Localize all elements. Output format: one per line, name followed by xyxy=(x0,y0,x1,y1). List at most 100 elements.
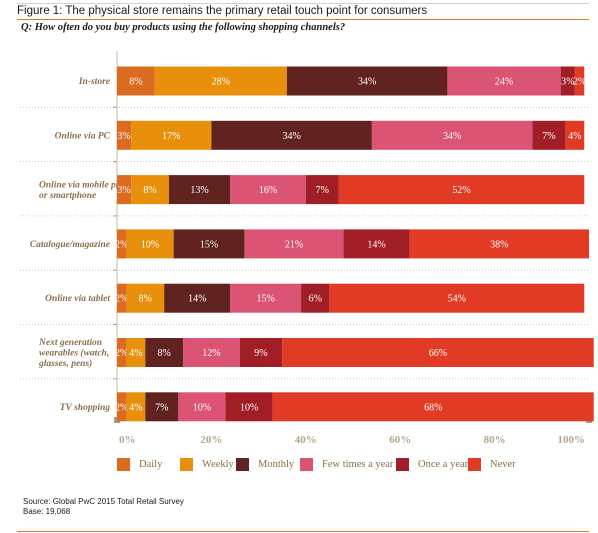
source-text: Source: Global PwC 2015 Total Retail Sur… xyxy=(23,497,184,506)
data-label: 4% xyxy=(568,131,581,142)
bar-segment xyxy=(117,283,127,313)
bar-segment xyxy=(117,229,127,259)
bar-segment xyxy=(117,175,132,205)
x-tick-label: 60% xyxy=(389,434,411,446)
bar-segment xyxy=(173,229,245,259)
data-label: 7% xyxy=(542,131,555,142)
data-label: 66% xyxy=(429,348,447,359)
data-label: 4% xyxy=(129,402,142,413)
chart-legend: Daily Weekly Monthly Few times a year Once a… xyxy=(0,457,598,471)
bar-segment xyxy=(230,175,306,205)
bar-segment xyxy=(211,120,372,150)
bar-segment xyxy=(301,283,330,313)
data-label: 4% xyxy=(129,348,142,359)
data-label: 8% xyxy=(129,77,142,88)
bar-segment xyxy=(329,283,585,313)
source-note: Source: Global PwC 2015 Total Retail Sur… xyxy=(23,497,184,517)
legend-item: Weekly xyxy=(180,457,234,471)
bar-segment xyxy=(145,338,184,367)
data-label: 38% xyxy=(490,239,508,250)
legend-swatch xyxy=(300,457,313,471)
bar-segment xyxy=(225,392,273,422)
category-label: In-store xyxy=(78,77,111,87)
bar-segment xyxy=(154,66,287,96)
bar-segment xyxy=(126,392,146,422)
bar-segment xyxy=(371,120,533,150)
category-label: Online via PC xyxy=(55,131,111,141)
legend-swatch xyxy=(396,457,409,471)
bar-segment xyxy=(574,66,585,96)
legend-item: Never xyxy=(468,457,516,471)
data-label: 3% xyxy=(117,185,130,196)
data-label: 2% xyxy=(115,239,128,250)
legend-item: Daily xyxy=(117,457,162,471)
bar-segment xyxy=(145,392,179,422)
bar-segment xyxy=(286,66,448,96)
data-label: 17% xyxy=(162,131,180,142)
bar-segment xyxy=(282,338,594,367)
data-label: 13% xyxy=(190,185,208,196)
bar-segment xyxy=(560,66,575,96)
data-label: 2% xyxy=(573,77,586,88)
legend-item: Once a year xyxy=(396,457,468,471)
data-label: 14% xyxy=(367,239,385,250)
data-label: 9% xyxy=(254,348,267,359)
x-tick-label: 40% xyxy=(295,434,317,446)
bar-segment xyxy=(126,229,174,259)
bar-segment xyxy=(305,175,339,205)
bar-segment xyxy=(117,338,127,367)
data-label: 2% xyxy=(115,402,128,413)
data-label: 6% xyxy=(309,294,322,305)
bar-segment xyxy=(532,120,566,150)
bar-segment xyxy=(409,229,589,259)
data-label: 34% xyxy=(443,131,461,142)
data-label: 24% xyxy=(495,77,513,88)
data-label: 21% xyxy=(285,239,303,250)
x-tick-label: 20% xyxy=(200,434,222,446)
bar-segment xyxy=(168,175,231,205)
title-rule xyxy=(17,19,589,20)
data-label: 15% xyxy=(257,294,275,305)
bar-segment xyxy=(239,338,283,367)
legend-label: Monthly xyxy=(258,458,295,470)
bar-segment xyxy=(343,229,410,259)
bar-segment xyxy=(447,66,561,96)
data-label: 3% xyxy=(561,77,574,88)
data-label: 10% xyxy=(193,402,211,413)
bar-segment xyxy=(244,229,344,259)
data-label: 2% xyxy=(115,348,128,359)
legend-item: Few times a year xyxy=(300,457,393,471)
data-label: 16% xyxy=(259,185,277,196)
bar-segment xyxy=(131,120,212,150)
legend-item: Monthly xyxy=(236,457,294,471)
category-label: Online via mobile phone or smartphone xyxy=(39,180,136,201)
legend-label: Never xyxy=(490,458,516,470)
data-label: 7% xyxy=(155,402,168,413)
data-label: 34% xyxy=(282,131,300,142)
bar-segment xyxy=(126,283,165,313)
bar-segment xyxy=(565,120,585,150)
bar-segment xyxy=(338,175,585,205)
bar-segment xyxy=(272,392,594,422)
category-label: Catalogue/magazine xyxy=(30,240,111,250)
x-tick-label: 0% xyxy=(119,434,136,446)
data-label: 8% xyxy=(139,294,152,305)
legend-label: Weekly xyxy=(202,458,234,470)
figure-title: Figure 1: The physical store remains the… xyxy=(17,5,428,17)
bar-segment xyxy=(164,283,231,313)
bar-segment xyxy=(230,283,302,313)
data-label: 7% xyxy=(316,185,329,196)
category-label: TV shopping xyxy=(60,403,110,413)
data-label: 15% xyxy=(200,239,218,250)
data-label: 10% xyxy=(141,239,159,250)
legend-swatch xyxy=(117,457,130,471)
data-label: 8% xyxy=(143,185,156,196)
data-label: 34% xyxy=(358,77,376,88)
data-label: 8% xyxy=(158,348,171,359)
bar-segment xyxy=(183,338,240,367)
bar-segment xyxy=(131,175,169,205)
category-label: Online via tablet xyxy=(45,294,110,304)
data-label: 52% xyxy=(452,185,470,196)
data-label: 10% xyxy=(240,402,258,413)
